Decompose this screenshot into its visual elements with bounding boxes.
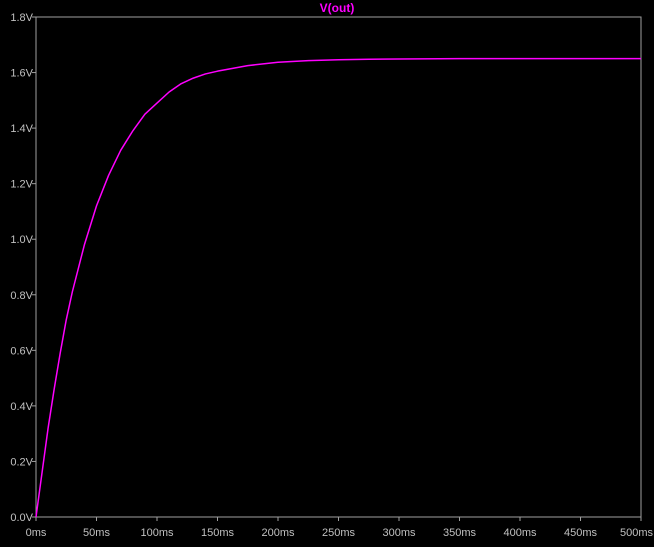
x-tick-label: 300ms xyxy=(382,527,416,539)
trace-title-v-out[interactable]: V(out) xyxy=(320,1,355,15)
y-tick-label: 0.4V xyxy=(10,401,33,413)
y-tick-label: 0.6V xyxy=(10,345,33,357)
y-tick-label: 1.8V xyxy=(10,12,33,24)
series-layer xyxy=(35,57,641,518)
x-tick-label: 150ms xyxy=(201,527,235,539)
y-tick-label: 0.8V xyxy=(10,290,33,302)
plot-frame xyxy=(35,16,642,518)
x-tick-label: 100ms xyxy=(140,527,174,539)
x-tick-label: 50ms xyxy=(83,527,110,539)
series-line-v-out xyxy=(35,57,641,518)
x-tick-label: 0ms xyxy=(26,527,47,539)
y-tick-label: 1.0V xyxy=(10,234,33,246)
y-tick-label: 0.0V xyxy=(10,512,33,524)
x-tick-label: 250ms xyxy=(322,527,356,539)
x-tick-label: 400ms xyxy=(503,527,537,539)
y-tick-label: 0.2V xyxy=(10,456,33,468)
tick-layer: 0.0V 0.2V 0.4V 0.6V 0.8V 1.0V 1.2V 1.4V 1.6V 1.8V… xyxy=(10,12,653,539)
y-tick-label: 1.6V xyxy=(10,68,33,80)
axis-layer xyxy=(35,16,642,518)
y-tick-label: 1.4V xyxy=(10,123,33,135)
y-tick-label: 1.2V xyxy=(10,179,33,191)
x-tick-label: 350ms xyxy=(443,527,477,539)
x-tick-label: 500ms xyxy=(620,527,654,539)
x-tick-label: 200ms xyxy=(261,527,295,539)
x-tick-label: 450ms xyxy=(564,527,598,539)
